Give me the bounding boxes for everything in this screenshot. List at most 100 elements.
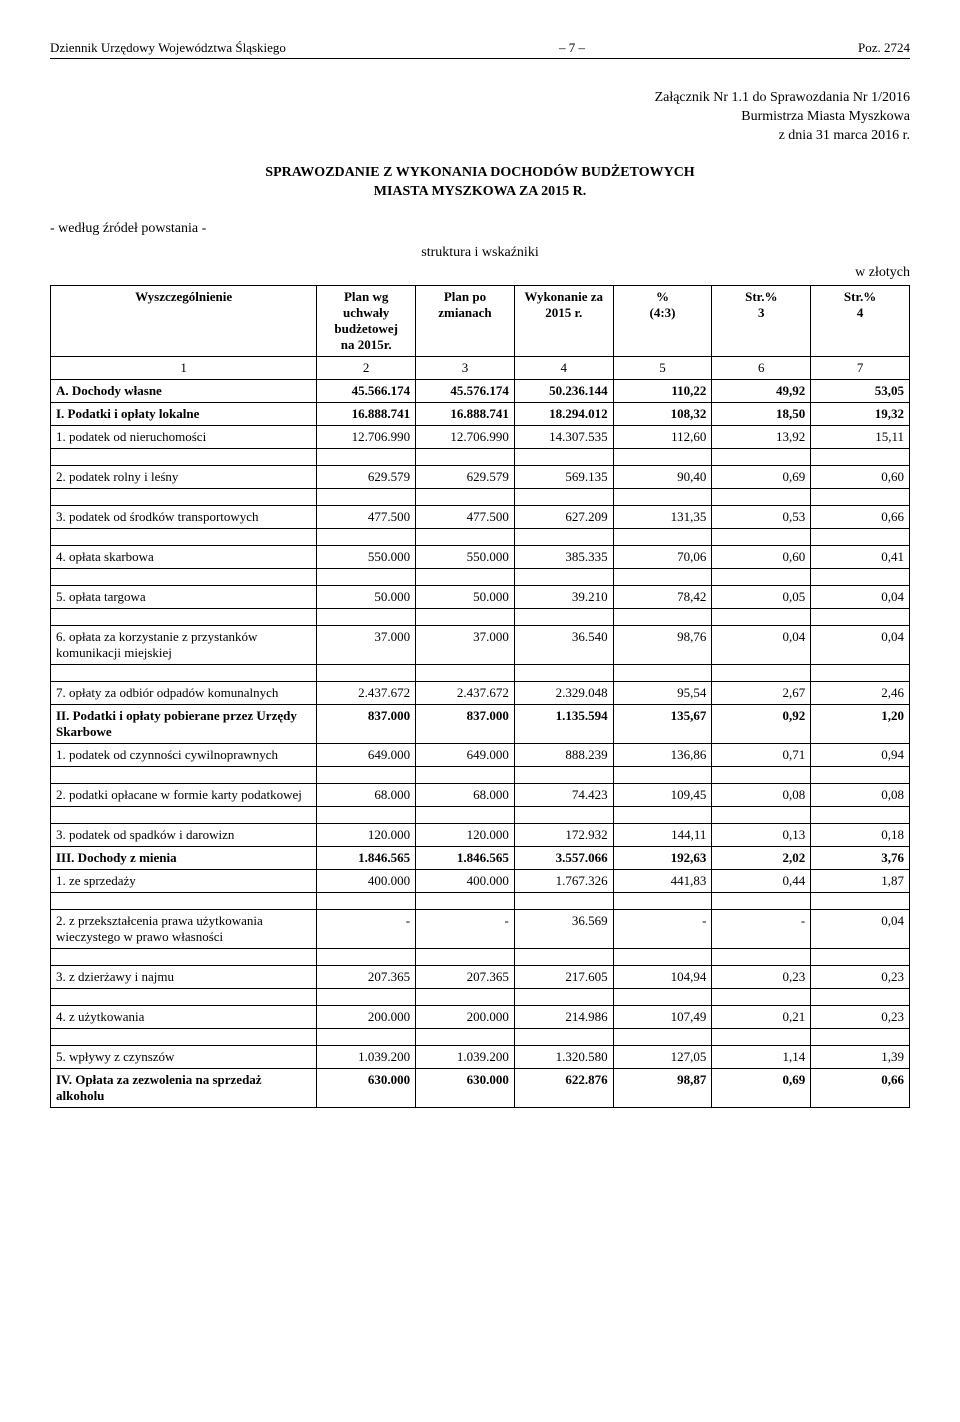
row-label: 3. podatek od środków transportowych: [51, 506, 317, 529]
table-row: 3. z dzierżawy i najmu207.365207.365217.…: [51, 966, 910, 989]
spacer-cell: [51, 807, 317, 824]
row-value: 1,20: [811, 705, 910, 744]
header-str4: Str.% 4: [811, 286, 910, 357]
table-row: 1. ze sprzedaży400.000400.0001.767.32644…: [51, 870, 910, 893]
row-value: 107,49: [613, 1006, 712, 1029]
table-row: III. Dochody z mienia1.846.5651.846.5653…: [51, 847, 910, 870]
spacer-cell: [416, 1029, 515, 1046]
row-value: 120.000: [317, 824, 416, 847]
spacer-cell: [416, 489, 515, 506]
spacer-cell: [712, 449, 811, 466]
spacer-cell: [514, 609, 613, 626]
row-value: 13,92: [712, 426, 811, 449]
spacer-cell: [712, 767, 811, 784]
row-value: 192,63: [613, 847, 712, 870]
spacer-cell: [317, 807, 416, 824]
spacer-cell: [613, 569, 712, 586]
row-value: 2.437.672: [317, 682, 416, 705]
row-value: 0,23: [712, 966, 811, 989]
row-value: 622.876: [514, 1069, 613, 1108]
row-label: 1. ze sprzedaży: [51, 870, 317, 893]
row-value: -: [712, 910, 811, 949]
row-label: 5. opłata targowa: [51, 586, 317, 609]
row-value: 630.000: [317, 1069, 416, 1108]
currency-line: w złotych: [50, 265, 910, 281]
colnum-4: 4: [514, 357, 613, 380]
spacer-cell: [811, 449, 910, 466]
row-value: 441,83: [613, 870, 712, 893]
row-value: 0,71: [712, 744, 811, 767]
spacer-cell: [811, 767, 910, 784]
row-value: 144,11: [613, 824, 712, 847]
row-value: 477.500: [317, 506, 416, 529]
spacer-cell: [416, 449, 515, 466]
row-value: 104,94: [613, 966, 712, 989]
spacer-cell: [416, 569, 515, 586]
row-value: 50.000: [416, 586, 515, 609]
row-value: 172.932: [514, 824, 613, 847]
spacer-cell: [712, 665, 811, 682]
header-percent: % (4:3): [613, 286, 712, 357]
header-plan-changed: Plan po zmianach: [416, 286, 515, 357]
spacer-cell: [514, 1029, 613, 1046]
row-label: 2. podatek rolny i leśny: [51, 466, 317, 489]
row-value: 14.307.535: [514, 426, 613, 449]
row-value: 136,86: [613, 744, 712, 767]
row-value: 50.236.144: [514, 380, 613, 403]
row-value: 400.000: [317, 870, 416, 893]
row-label: 3. z dzierżawy i najmu: [51, 966, 317, 989]
table-row: 4. z użytkowania200.000200.000214.986107…: [51, 1006, 910, 1029]
spacer-cell: [416, 609, 515, 626]
row-label: 2. z przekształcenia prawa użytkowania w…: [51, 910, 317, 949]
spacer-cell: [317, 767, 416, 784]
row-value: 1,39: [811, 1046, 910, 1069]
table-row: A. Dochody własne45.566.17445.576.17450.…: [51, 380, 910, 403]
table-row: [51, 569, 910, 586]
row-value: 888.239: [514, 744, 613, 767]
row-value: 0,60: [712, 546, 811, 569]
row-value: 217.605: [514, 966, 613, 989]
spacer-cell: [51, 449, 317, 466]
row-value: 477.500: [416, 506, 515, 529]
colnum-1: 1: [51, 357, 317, 380]
spacer-cell: [613, 893, 712, 910]
row-label: 4. z użytkowania: [51, 1006, 317, 1029]
row-label: 1. podatek od czynności cywilnoprawnych: [51, 744, 317, 767]
row-value: 90,40: [613, 466, 712, 489]
row-value: 95,54: [613, 682, 712, 705]
row-value: 36.540: [514, 626, 613, 665]
spacer-cell: [317, 1029, 416, 1046]
spacer-cell: [514, 569, 613, 586]
row-value: 1.135.594: [514, 705, 613, 744]
spacer-cell: [51, 893, 317, 910]
row-value: 37.000: [416, 626, 515, 665]
row-value: 385.335: [514, 546, 613, 569]
spacer-cell: [613, 609, 712, 626]
table-row: 6. opłata za korzystanie z przystanków k…: [51, 626, 910, 665]
spacer-cell: [613, 1029, 712, 1046]
row-value: 16.888.741: [317, 403, 416, 426]
row-value: 3,76: [811, 847, 910, 870]
row-value: 0,92: [712, 705, 811, 744]
row-label: IV. Opłata za zezwolenia na sprzedaż alk…: [51, 1069, 317, 1108]
row-value: 74.423: [514, 784, 613, 807]
row-value: 120.000: [416, 824, 515, 847]
row-value: 0,21: [712, 1006, 811, 1029]
row-value: 0,66: [811, 1069, 910, 1108]
row-value: 0,04: [811, 626, 910, 665]
spacer-cell: [712, 609, 811, 626]
table-row: [51, 529, 910, 546]
row-value: 649.000: [317, 744, 416, 767]
spacer-cell: [416, 893, 515, 910]
row-value: 649.000: [416, 744, 515, 767]
row-value: 200.000: [317, 1006, 416, 1029]
spacer-cell: [51, 489, 317, 506]
row-value: 0,94: [811, 744, 910, 767]
colnum-3: 3: [416, 357, 515, 380]
row-value: 0,04: [811, 586, 910, 609]
row-value: 45.566.174: [317, 380, 416, 403]
row-value: 550.000: [416, 546, 515, 569]
header-str3: Str.% 3: [712, 286, 811, 357]
spacer-cell: [317, 949, 416, 966]
row-value: 0,53: [712, 506, 811, 529]
